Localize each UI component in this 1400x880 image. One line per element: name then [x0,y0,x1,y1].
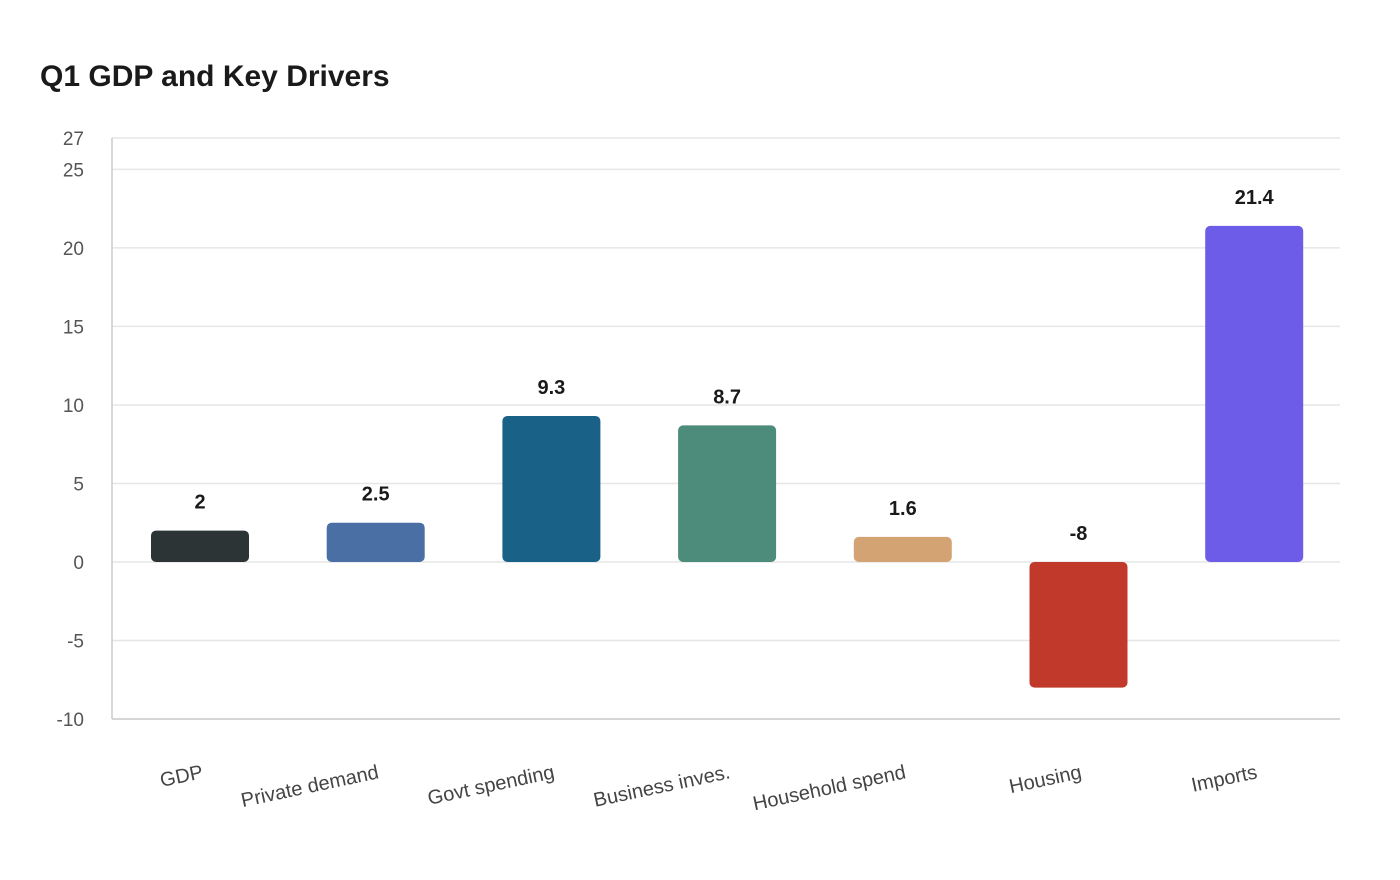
bar [326,522,425,562]
data-label: 2 [194,492,205,514]
y-tick-label: 27 [63,129,84,150]
x-category-label: GDP [158,761,205,792]
y-tick-label: -5 [67,631,84,652]
x-category-label: Govt spending [426,761,557,809]
data-label: 21.4 [1235,187,1275,209]
chart-title: Q1 GDP and Key Drivers [40,60,390,93]
y-tick-label: 25 [63,160,84,181]
bar [151,530,249,562]
data-labels: 2 2.5 9.3 8.7 1.6 -8 21.4 [194,187,1274,545]
y-tick-label: 0 [73,553,84,574]
data-label: -8 [1070,523,1088,545]
bar [1029,561,1128,688]
data-label: 8.7 [713,386,741,408]
x-category-label: Housing [1007,761,1083,798]
x-category-label: Private demand [239,761,381,812]
y-tick-label: 10 [63,396,84,417]
bar [1205,225,1304,562]
bar [853,536,952,562]
x-category-label: Household spend [751,761,908,815]
y-tick-label: -10 [57,710,84,731]
y-tick-label: 5 [73,474,84,495]
y-tick-label: 15 [63,317,84,338]
data-label: 9.3 [537,377,565,399]
bar [502,415,601,562]
bars [151,225,1304,688]
y-tick-label: 20 [63,239,84,260]
category-labels: GDP Private demand Govt spending Business i… [158,761,1259,815]
x-category-label: Business inves. [592,761,733,811]
bar [678,425,777,562]
x-category-label: Imports [1189,761,1259,796]
data-label: 1.6 [889,498,917,520]
axes: -10 -5 0 5 10 15 20 25 27 [57,129,1340,731]
data-label: 2.5 [362,484,390,506]
